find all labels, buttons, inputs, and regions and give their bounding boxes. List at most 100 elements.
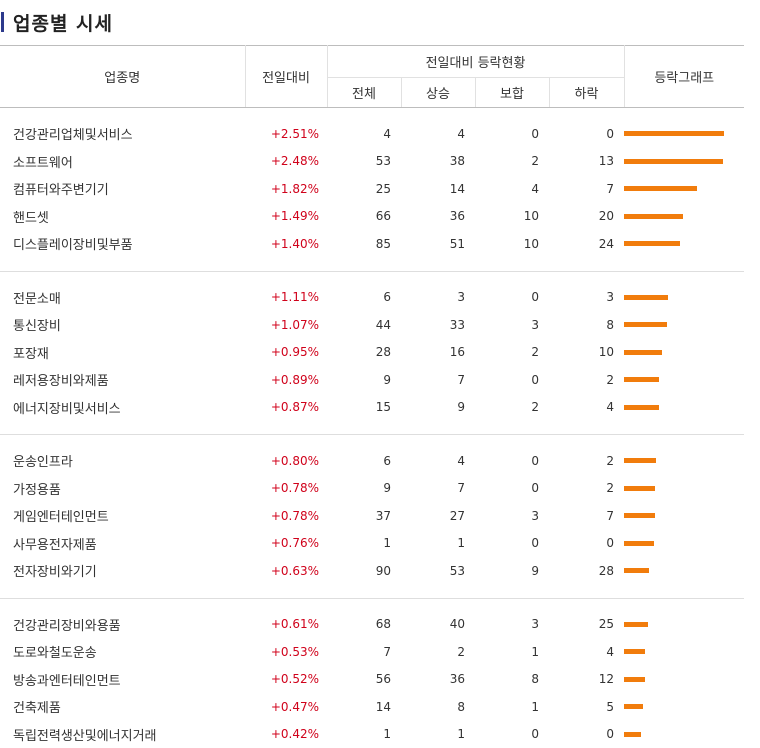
header-change: 전일대비	[245, 46, 327, 108]
sector-name-link[interactable]: 디스플레이장비및부품	[13, 238, 133, 253]
sector-name-link[interactable]: 건강관리업체및서비스	[13, 128, 133, 143]
sector-name-link[interactable]: 에너지장비및서비스	[13, 402, 121, 417]
count-flat: 1	[475, 638, 549, 666]
sector-name-link[interactable]: 컴퓨터와주변기기	[13, 183, 109, 198]
sector-name-link[interactable]: 핸드셋	[13, 211, 49, 226]
change-bar	[624, 214, 683, 219]
sector-name-link[interactable]: 독립전력생산및에너지거래	[13, 729, 157, 744]
count-up: 7	[401, 475, 475, 503]
count-flat: 0	[475, 721, 549, 748]
count-flat: 0	[475, 530, 549, 558]
count-down: 25	[549, 611, 624, 639]
count-total: 7	[327, 638, 401, 666]
change-rate: +1.49%	[245, 203, 327, 231]
count-total: 68	[327, 611, 401, 639]
sector-name-link[interactable]: 포장재	[13, 347, 49, 362]
change-rate: +0.95%	[245, 339, 327, 367]
change-bar	[624, 241, 680, 246]
sector-name-link[interactable]: 가정용품	[13, 483, 61, 498]
change-rate: +0.52%	[245, 666, 327, 694]
count-total: 9	[327, 475, 401, 503]
sector-name-link[interactable]: 운송인프라	[13, 455, 73, 470]
count-down: 3	[549, 284, 624, 312]
sector-name-link[interactable]: 사무용전자제품	[13, 538, 97, 553]
change-bar	[624, 350, 662, 355]
change-bar	[624, 131, 724, 136]
sector-name-link[interactable]: 건축제품	[13, 701, 61, 716]
count-down: 7	[549, 175, 624, 203]
sector-name-link[interactable]: 전문소매	[13, 292, 61, 307]
change-bar	[624, 677, 645, 682]
change-bar	[624, 295, 668, 300]
sector-name-link[interactable]: 통신장비	[13, 319, 61, 334]
sector-name-link[interactable]: 소프트웨어	[13, 156, 73, 171]
change-bar	[624, 322, 667, 327]
change-rate: +1.11%	[245, 284, 327, 312]
change-bar	[624, 159, 723, 164]
count-flat: 1	[475, 693, 549, 721]
header-total: 전체	[327, 78, 401, 108]
count-up: 36	[401, 203, 475, 231]
change-rate: +0.47%	[245, 693, 327, 721]
count-total: 14	[327, 693, 401, 721]
change-bar	[624, 649, 645, 654]
change-bar	[624, 486, 655, 491]
count-flat: 9	[475, 557, 549, 585]
sector-name-link[interactable]: 레저용장비와제품	[13, 374, 109, 389]
sector-name-link[interactable]: 게임엔터테인먼트	[13, 510, 109, 525]
change-bar	[624, 186, 697, 191]
count-down: 28	[549, 557, 624, 585]
count-flat: 0	[475, 284, 549, 312]
count-up: 38	[401, 148, 475, 176]
count-down: 10	[549, 339, 624, 367]
count-flat: 0	[475, 120, 549, 148]
change-rate: +0.63%	[245, 557, 327, 585]
count-up: 16	[401, 339, 475, 367]
change-rate: +0.76%	[245, 530, 327, 558]
change-bar	[624, 622, 648, 627]
count-up: 2	[401, 638, 475, 666]
count-down: 0	[549, 120, 624, 148]
change-bar	[624, 513, 655, 518]
change-bar	[624, 704, 643, 709]
count-flat: 8	[475, 666, 549, 694]
sector-name-link[interactable]: 전자장비와기기	[13, 565, 97, 580]
change-rate: +0.78%	[245, 475, 327, 503]
change-rate: +0.89%	[245, 366, 327, 394]
count-down: 2	[549, 366, 624, 394]
change-bar	[624, 405, 659, 410]
change-rate: +0.78%	[245, 502, 327, 530]
sector-name-link[interactable]: 방송과엔터테인먼트	[13, 674, 121, 689]
sector-name-link[interactable]: 도로와철도운송	[13, 646, 97, 661]
count-down: 2	[549, 447, 624, 475]
change-bar	[624, 568, 649, 573]
change-rate: +1.07%	[245, 311, 327, 339]
change-rate: +0.80%	[245, 447, 327, 475]
count-up: 4	[401, 447, 475, 475]
count-total: 25	[327, 175, 401, 203]
count-down: 0	[549, 721, 624, 748]
count-down: 8	[549, 311, 624, 339]
sector-name-link[interactable]: 건강관리장비와용품	[13, 619, 121, 634]
count-total: 1	[327, 530, 401, 558]
